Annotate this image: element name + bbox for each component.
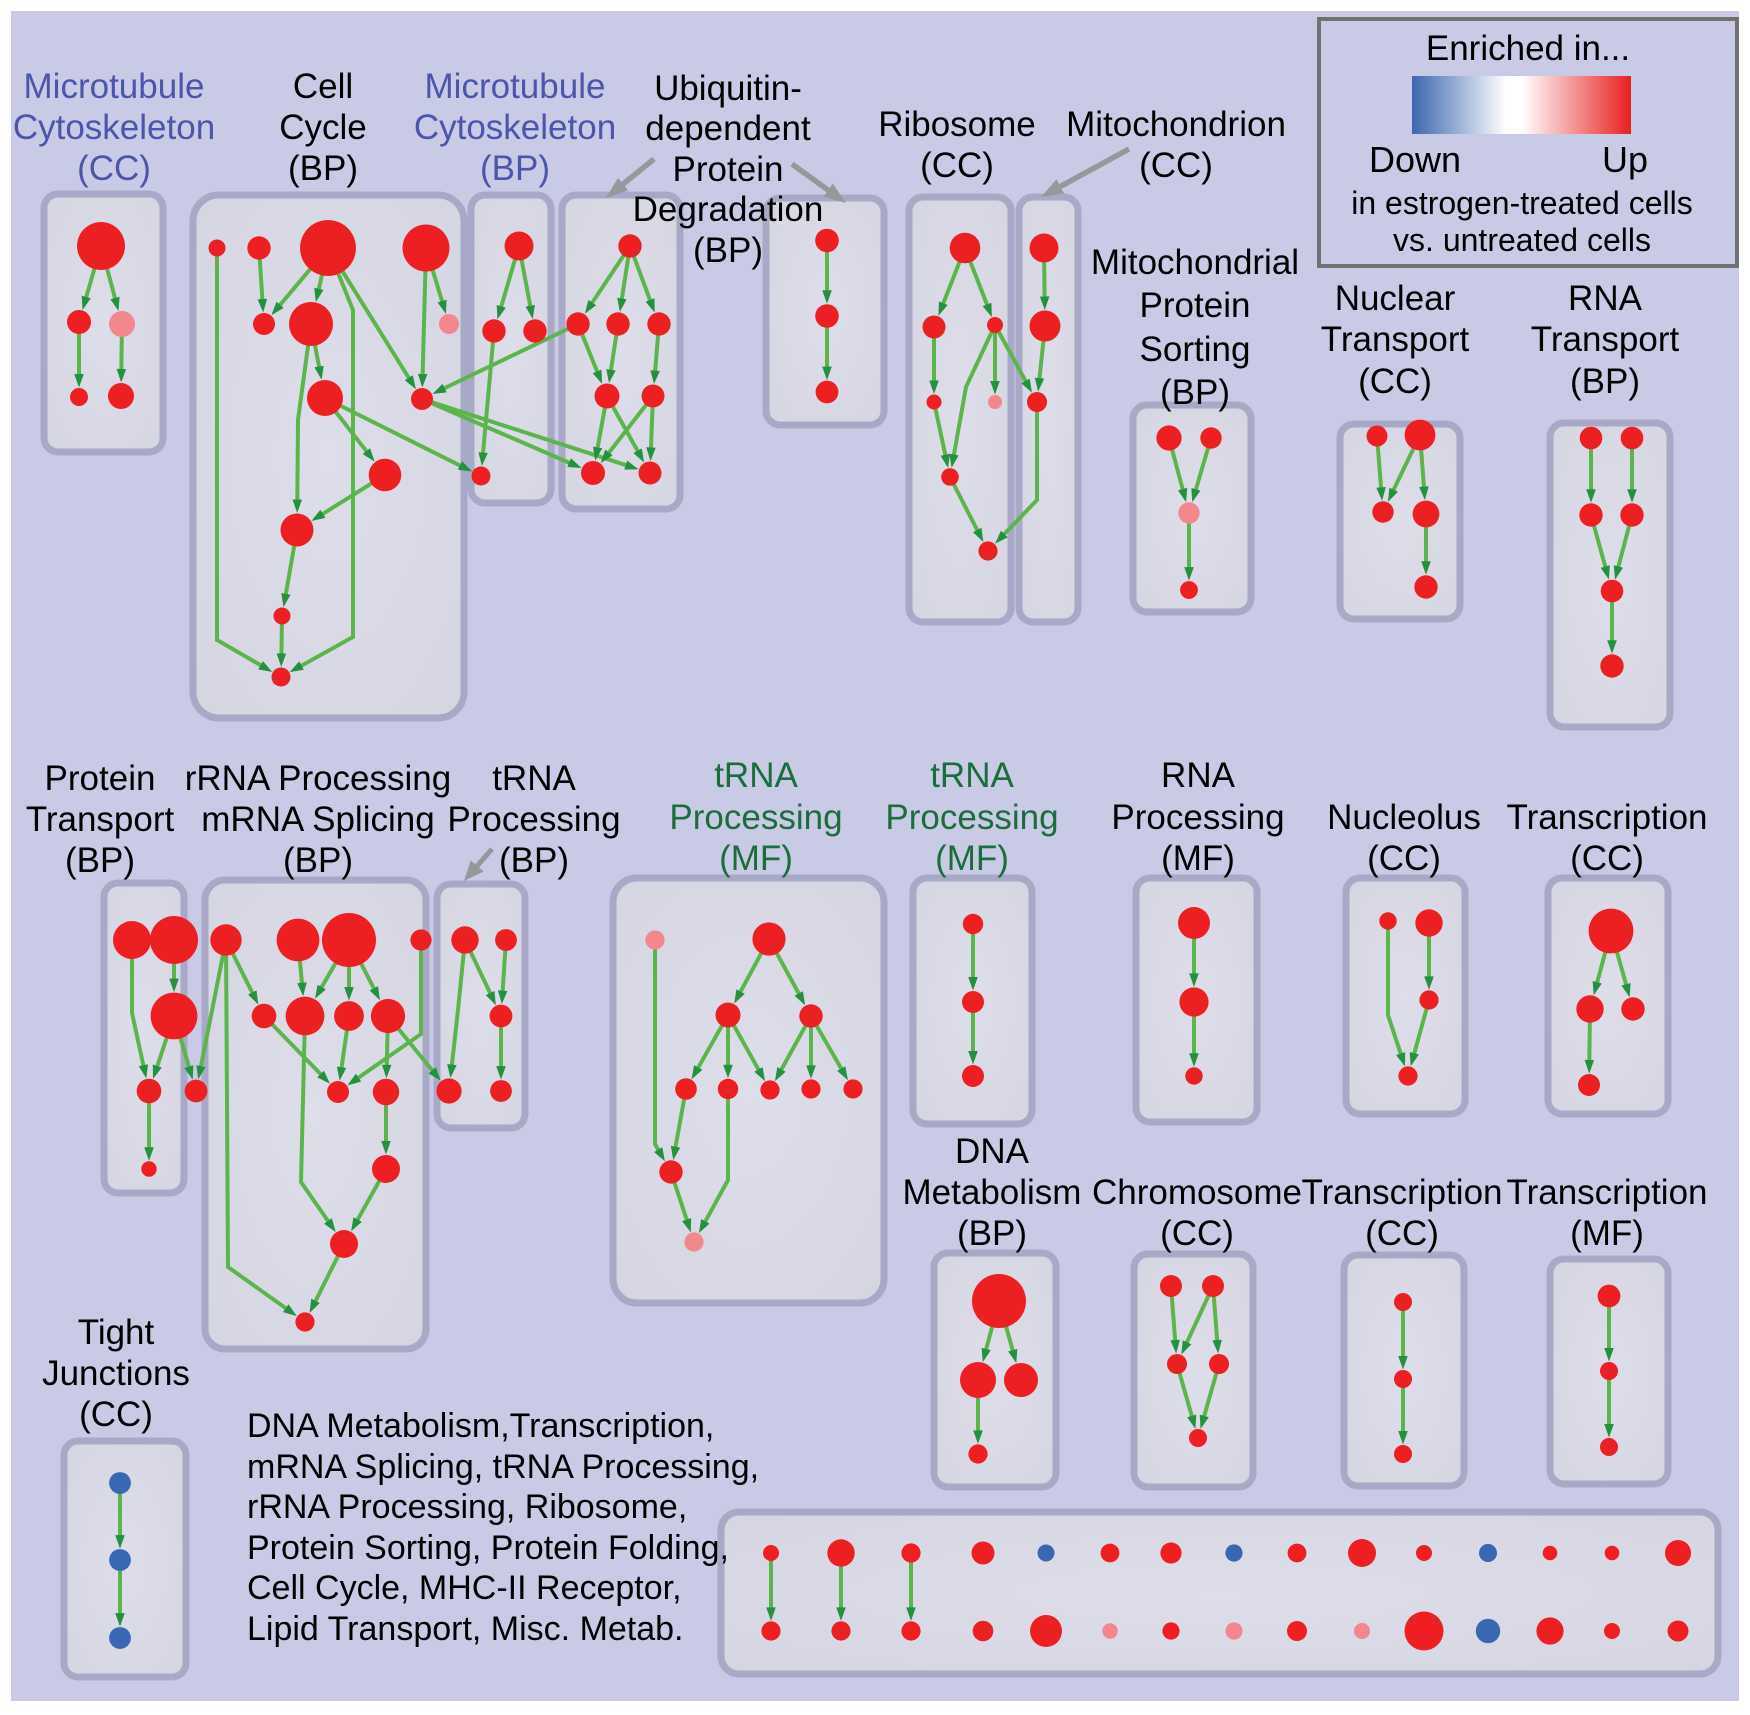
svg-text:(MF): (MF) (1161, 839, 1235, 878)
svg-text:vs. untreated cells: vs. untreated cells (1393, 222, 1651, 258)
svg-text:Transcription: Transcription (1507, 1173, 1708, 1212)
svg-text:rRNA Processing, Ribosome,: rRNA Processing, Ribosome, (247, 1488, 687, 1526)
svg-text:Ubiquitin-: Ubiquitin- (654, 69, 802, 108)
svg-text:Cytoskeleton: Cytoskeleton (414, 108, 616, 147)
svg-text:(MF): (MF) (719, 839, 793, 878)
svg-text:mRNA Splicing: mRNA Splicing (201, 800, 434, 839)
svg-text:RNA: RNA (1568, 279, 1643, 318)
svg-text:(BP): (BP) (65, 841, 135, 880)
svg-text:(BP): (BP) (957, 1214, 1027, 1253)
svg-text:Nuclear: Nuclear (1335, 279, 1456, 318)
svg-text:tRNA: tRNA (930, 756, 1014, 795)
svg-text:Protein: Protein (673, 150, 784, 189)
svg-text:Down: Down (1369, 139, 1461, 180)
svg-text:Junctions: Junctions (42, 1354, 190, 1393)
svg-text:Nucleolus: Nucleolus (1327, 798, 1481, 837)
svg-text:Protein Sorting, Protein Foldi: Protein Sorting, Protein Folding, (247, 1529, 729, 1567)
svg-text:DNA: DNA (955, 1132, 1030, 1171)
svg-text:Microtubule: Microtubule (425, 67, 606, 106)
svg-text:dependent: dependent (645, 109, 811, 148)
svg-text:Mitochondrion: Mitochondrion (1066, 105, 1286, 144)
svg-text:Cytoskeleton: Cytoskeleton (13, 108, 215, 147)
svg-text:tRNA: tRNA (714, 756, 798, 795)
svg-text:Cell: Cell (293, 67, 353, 106)
svg-text:Mitochondrial: Mitochondrial (1091, 243, 1299, 282)
svg-text:RNA: RNA (1161, 756, 1236, 795)
svg-text:(BP): (BP) (288, 149, 358, 188)
svg-text:(CC): (CC) (1365, 1214, 1439, 1253)
svg-text:(CC): (CC) (1139, 146, 1213, 185)
svg-text:rRNA Processing: rRNA Processing (185, 759, 451, 798)
svg-text:Transcription: Transcription (1302, 1173, 1503, 1212)
svg-text:tRNA: tRNA (492, 759, 576, 798)
svg-text:Transport: Transport (1321, 320, 1470, 359)
svg-text:Cell Cycle, MHC-II Receptor,: Cell Cycle, MHC-II Receptor, (247, 1569, 682, 1607)
svg-text:(CC): (CC) (1570, 839, 1644, 878)
svg-text:(MF): (MF) (1570, 1214, 1644, 1253)
svg-text:DNA Metabolism,Transcription,: DNA Metabolism,Transcription, (247, 1407, 714, 1445)
svg-text:(BP): (BP) (283, 841, 353, 880)
svg-text:Processing: Processing (885, 798, 1058, 837)
svg-text:(MF): (MF) (935, 839, 1009, 878)
svg-text:Cycle: Cycle (279, 108, 367, 147)
svg-text:(BP): (BP) (480, 149, 550, 188)
svg-text:(BP): (BP) (499, 841, 569, 880)
svg-text:Microtubule: Microtubule (24, 67, 205, 106)
svg-text:(BP): (BP) (1570, 362, 1640, 401)
svg-text:(CC): (CC) (920, 146, 994, 185)
svg-text:Up: Up (1602, 139, 1648, 180)
svg-text:Protein: Protein (45, 759, 156, 798)
svg-text:(CC): (CC) (77, 149, 151, 188)
svg-text:(BP): (BP) (1160, 373, 1230, 412)
svg-text:Degradation: Degradation (633, 190, 824, 229)
svg-text:Protein: Protein (1140, 286, 1251, 325)
svg-text:Ribosome: Ribosome (878, 105, 1036, 144)
svg-text:(CC): (CC) (79, 1395, 153, 1434)
svg-text:(BP): (BP) (693, 231, 763, 270)
svg-text:Processing: Processing (1111, 798, 1284, 837)
svg-text:mRNA Splicing, tRNA Processing: mRNA Splicing, tRNA Processing, (247, 1448, 759, 1486)
svg-text:Processing: Processing (669, 798, 842, 837)
svg-text:(CC): (CC) (1358, 362, 1432, 401)
svg-text:(CC): (CC) (1160, 1214, 1234, 1253)
svg-text:Chromosome: Chromosome (1092, 1173, 1302, 1212)
svg-text:in estrogen-treated cells: in estrogen-treated cells (1351, 185, 1693, 221)
svg-text:Transport: Transport (26, 800, 175, 839)
svg-text:Processing: Processing (447, 800, 620, 839)
svg-text:Sorting: Sorting (1140, 330, 1251, 369)
svg-text:Metabolism: Metabolism (903, 1173, 1082, 1212)
svg-text:Transcription: Transcription (1507, 798, 1708, 837)
svg-text:Enriched in...: Enriched in... (1426, 29, 1630, 68)
svg-text:(CC): (CC) (1367, 839, 1441, 878)
svg-text:Transport: Transport (1531, 320, 1680, 359)
svg-text:Tight: Tight (78, 1313, 155, 1352)
svg-text:Lipid Transport, Misc. Metab.: Lipid Transport, Misc. Metab. (247, 1610, 684, 1648)
